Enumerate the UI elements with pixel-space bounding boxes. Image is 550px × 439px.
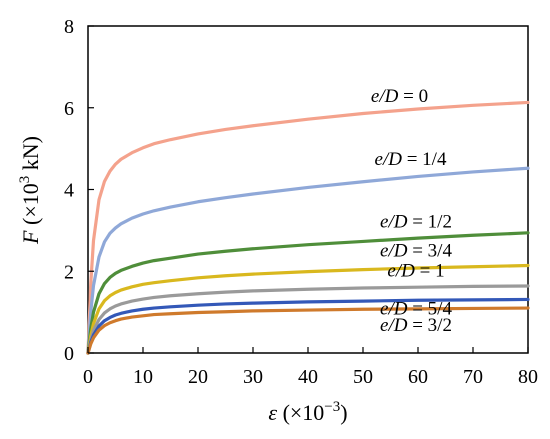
y-tick-label-2: 4 bbox=[64, 180, 74, 202]
x-tick-label-4: 40 bbox=[298, 366, 318, 388]
x-tick-label-5: 50 bbox=[353, 366, 373, 388]
series-line-5 bbox=[86, 297, 530, 355]
x-tick-label-6: 60 bbox=[408, 366, 428, 388]
x-ticks: 0 10 20 30 40 50 60 70 80 bbox=[83, 347, 538, 388]
series-label-5: e/D = 5/4 bbox=[380, 299, 452, 320]
x-tick-label-3: 30 bbox=[243, 366, 263, 388]
series-label-1: e/D = 1/4 bbox=[375, 149, 447, 170]
x-axis-title: ε (×10−3) bbox=[268, 399, 347, 425]
series-line-3 bbox=[86, 263, 530, 355]
series-line-0 bbox=[86, 100, 530, 355]
y-tick-label-1: 2 bbox=[64, 261, 74, 283]
series-lines bbox=[86, 100, 530, 355]
y-tick-label-0: 0 bbox=[64, 343, 74, 365]
series-line-6 bbox=[86, 306, 530, 355]
series-line-4 bbox=[86, 284, 530, 355]
x-tick-label-2: 20 bbox=[188, 366, 208, 388]
y-tick-label-3: 6 bbox=[64, 98, 74, 120]
plot-area bbox=[87, 25, 529, 354]
x-tick-label-8: 80 bbox=[518, 366, 538, 388]
x-tick-label-7: 70 bbox=[463, 366, 483, 388]
series-label-2: e/D = 1/2 bbox=[380, 211, 452, 232]
series-line-2 bbox=[86, 231, 530, 355]
series-label-3: e/D = 3/4 bbox=[380, 241, 452, 262]
y-ticks: 0 2 4 6 8 bbox=[64, 16, 94, 365]
x-tick-label-0: 0 bbox=[83, 366, 93, 388]
series-label-6: e/D = 3/2 bbox=[380, 315, 452, 336]
y-axis-title: F (×103 kN) bbox=[17, 136, 43, 245]
series-line-1 bbox=[86, 166, 530, 355]
x-tick-label-1: 10 bbox=[133, 366, 153, 388]
series-labels: e/D = 0e/D = 1/4e/D = 1/2e/D = 3/4e/D = … bbox=[371, 86, 453, 336]
series-label-0: e/D = 0 bbox=[371, 86, 428, 107]
series-label-4: e/D = 1 bbox=[387, 261, 444, 282]
y-tick-label-4: 8 bbox=[64, 16, 74, 38]
